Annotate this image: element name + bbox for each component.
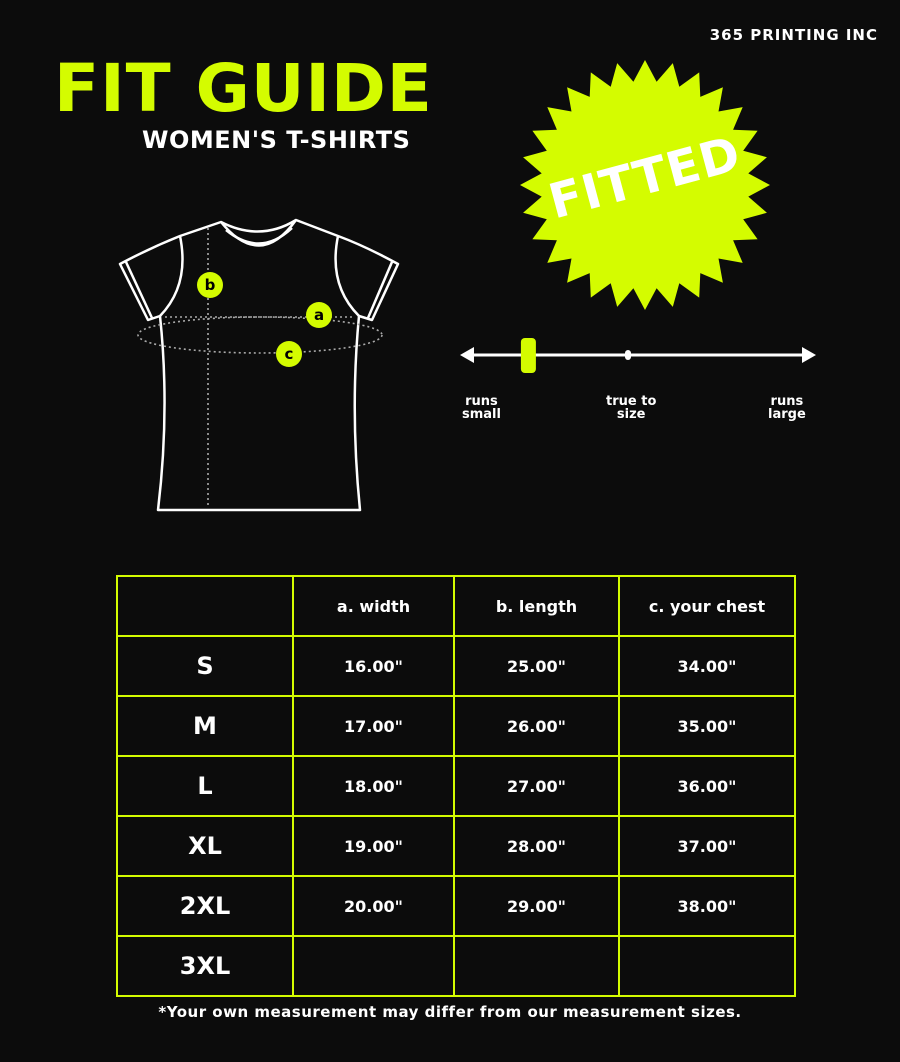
size-chart-table: a. width b. length c. your chest S 16.00"… [116, 575, 796, 997]
size-label: 2XL [116, 875, 294, 937]
tshirt-diagram: b a c [118, 218, 400, 512]
table-row: M 17.00" 26.00" 35.00" [116, 695, 796, 757]
table-cell: 37.00" [618, 815, 796, 877]
footnote: *Your own measurement may differ from ou… [158, 1003, 742, 1021]
table-cell: 35.00" [618, 695, 796, 757]
table-cell: 18.00" [292, 755, 455, 817]
table-row: L 18.00" 27.00" 36.00" [116, 755, 796, 817]
table-cell: 19.00" [292, 815, 455, 877]
table-cell: 20.00" [292, 875, 455, 937]
true-to-size-tick [625, 350, 631, 360]
header-length: b. length [453, 575, 620, 637]
header-size [116, 575, 294, 637]
table-cell [292, 935, 455, 997]
size-label: M [116, 695, 294, 757]
label-a-marker [306, 302, 332, 328]
size-label: L [116, 755, 294, 817]
table-cell [453, 935, 620, 997]
page-subtitle: WOMEN'S T-SHIRTS [142, 126, 411, 154]
arrow-left-icon [460, 347, 474, 363]
header-width: a. width [292, 575, 455, 637]
table-cell: 25.00" [453, 635, 620, 697]
table-cell: 26.00" [453, 695, 620, 757]
fit-scale-marker [520, 338, 536, 373]
table-cell: 36.00" [618, 755, 796, 817]
table-cell: 28.00" [453, 815, 620, 877]
arrow-right-icon [802, 347, 816, 363]
label-runs-small: runs small [462, 394, 501, 422]
table-cell: 29.00" [453, 875, 620, 937]
label-b: b [205, 276, 216, 294]
brand-name: 365 PRINTING INC [709, 26, 878, 44]
label-runs-large: runs large [768, 394, 806, 422]
table-cell: 27.00" [453, 755, 620, 817]
table-row: 2XL 20.00" 29.00" 38.00" [116, 875, 796, 937]
label-a: a [314, 306, 324, 324]
label-c-marker [276, 341, 302, 367]
label-c: c [285, 345, 294, 363]
table-row: 3XL [116, 935, 796, 997]
table-cell [618, 935, 796, 997]
size-label: S [116, 635, 294, 697]
page-title: FIT GUIDE [54, 50, 433, 127]
label-true-to-size: true to size [606, 394, 657, 422]
fitted-badge-starburst [520, 60, 770, 310]
table-cell: 38.00" [618, 875, 796, 937]
size-label: 3XL [116, 935, 294, 997]
table-cell: 17.00" [292, 695, 455, 757]
size-label: XL [116, 815, 294, 877]
table-header-row: a. width b. length c. your chest [116, 575, 796, 637]
label-b-marker [197, 272, 223, 298]
table-cell: 34.00" [618, 635, 796, 697]
table-cell: 16.00" [292, 635, 455, 697]
table-row: XL 19.00" 28.00" 37.00" [116, 815, 796, 877]
table-row: S 16.00" 25.00" 34.00" [116, 635, 796, 697]
header-chest: c. your chest [618, 575, 796, 637]
fit-scale [460, 338, 816, 373]
